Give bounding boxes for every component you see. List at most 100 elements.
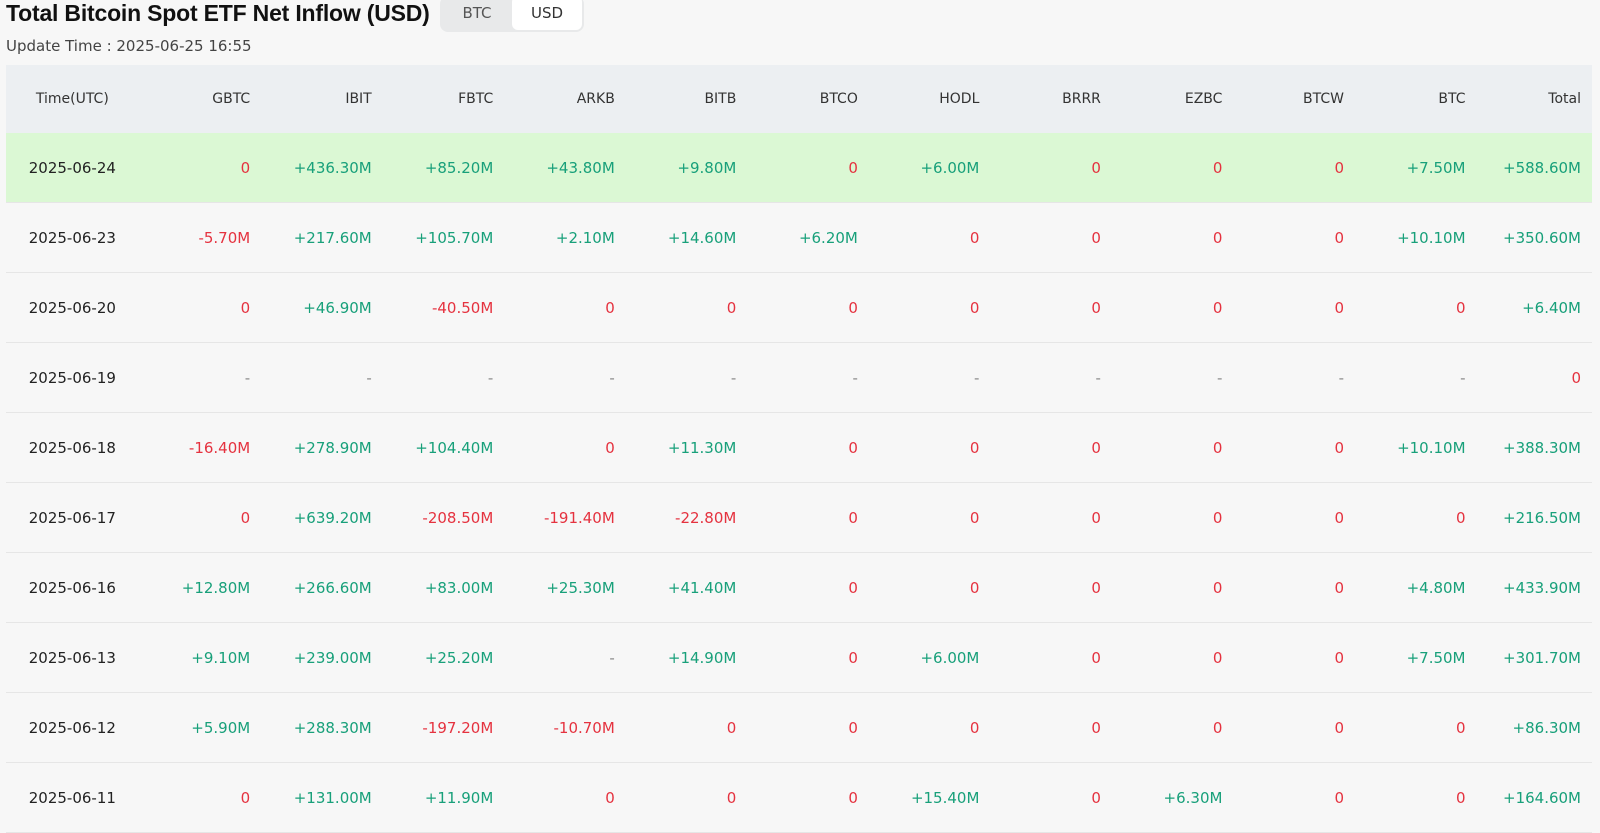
flow-cell-ezbc: +6.30M xyxy=(1111,762,1234,833)
date-cell: 2025-06-18 xyxy=(6,412,139,483)
flow-cell-btcw: 0 xyxy=(1233,552,1355,623)
flow-cell-btcw: 0 xyxy=(1233,272,1355,343)
flow-cell-arkb: +25.30M xyxy=(504,552,626,623)
flow-cell-hodl: 0 xyxy=(868,692,991,763)
flow-cell-ibit: +288.30M xyxy=(261,692,383,763)
flow-cell-btc: +10.10M xyxy=(1354,202,1477,273)
toggle-btc-button[interactable]: BTC xyxy=(462,4,492,22)
flow-cell-brrr: 0 xyxy=(990,622,1112,693)
table-body: 2025-06-24 0 +436.30M +85.20M +43.80M +9.80M 0… xyxy=(6,133,1592,833)
flow-cell-bitb: +11.30M xyxy=(625,412,748,483)
flow-cell-brrr: 0 xyxy=(990,762,1112,833)
page-title: Total Bitcoin Spot ETF Net Inflow (USD) xyxy=(6,0,430,26)
table-header-row: Time(UTC) GBTC IBIT FBTC ARKB BITB BTCO HODL BRR… xyxy=(6,65,1592,133)
flow-cell-fbtc: +11.90M xyxy=(382,762,505,833)
flow-cell-btcw: 0 xyxy=(1233,202,1355,273)
flow-cell-ezbc: 0 xyxy=(1111,692,1234,763)
column-header-btc: BTC xyxy=(1354,65,1477,133)
flow-cell-arkb: -10.70M xyxy=(504,692,626,763)
column-header-ibit: IBIT xyxy=(261,65,383,133)
flow-cell-arkb: - xyxy=(504,342,626,413)
flow-cell-gbtc: -16.40M xyxy=(138,412,262,483)
flow-cell-btcw: 0 xyxy=(1233,762,1355,833)
flow-cell-btcw: 0 xyxy=(1233,133,1355,203)
table-row: 2025-06-18 -16.40M +278.90M +104.40M 0 +11.30… xyxy=(6,412,1592,483)
date-cell: 2025-06-23 xyxy=(6,202,139,273)
flow-cell-btc: 0 xyxy=(1354,692,1477,763)
flow-cell-btco: 0 xyxy=(747,412,869,483)
flow-cell-total: +6.40M xyxy=(1476,272,1592,343)
flow-cell-btco: +6.20M xyxy=(747,202,869,273)
flow-cell-ezbc: - xyxy=(1111,342,1234,413)
flow-cell-arkb: -191.40M xyxy=(504,482,626,553)
flow-cell-gbtc: 0 xyxy=(138,133,262,203)
flow-cell-fbtc: -40.50M xyxy=(382,272,505,343)
flow-cell-bitb: 0 xyxy=(625,762,748,833)
flow-cell-btco: 0 xyxy=(747,692,869,763)
flow-cell-bitb: 0 xyxy=(625,692,748,763)
table-row: 2025-06-17 0 +639.20M -208.50M -191.40M -22.8… xyxy=(6,482,1592,553)
flow-cell-gbtc: +9.10M xyxy=(138,622,262,693)
flow-cell-fbtc: +25.20M xyxy=(382,622,505,693)
date-cell: 2025-06-12 xyxy=(6,692,139,763)
flow-cell-ibit: +278.90M xyxy=(261,412,383,483)
flow-cell-btc: 0 xyxy=(1354,272,1477,343)
date-cell: 2025-06-16 xyxy=(6,552,139,623)
flow-cell-fbtc: -197.20M xyxy=(382,692,505,763)
flow-cell-hodl: 0 xyxy=(868,412,991,483)
date-cell: 2025-06-19 xyxy=(6,342,139,413)
flow-cell-btcw: 0 xyxy=(1233,412,1355,483)
flow-cell-ibit: +239.00M xyxy=(261,622,383,693)
flow-cell-fbtc: +85.20M xyxy=(382,133,505,203)
date-cell: 2025-06-20 xyxy=(6,272,139,343)
column-header-brrr: BRRR xyxy=(990,65,1112,133)
flow-cell-hodl: - xyxy=(868,342,991,413)
flow-cell-total: +350.60M xyxy=(1476,202,1592,273)
flow-cell-bitb: 0 xyxy=(625,272,748,343)
column-header-ezbc: EZBC xyxy=(1111,65,1234,133)
flow-cell-btc: +4.80M xyxy=(1354,552,1477,623)
flow-cell-total: +164.60M xyxy=(1476,762,1592,833)
table-row: 2025-06-12 +5.90M +288.30M -197.20M -10.70M 0… xyxy=(6,692,1592,763)
flow-cell-btco: 0 xyxy=(747,762,869,833)
flow-cell-total: +301.70M xyxy=(1476,622,1592,693)
column-header-btco: BTCO xyxy=(747,65,869,133)
flow-cell-bitb: +14.90M xyxy=(625,622,748,693)
flow-cell-hodl: 0 xyxy=(868,272,991,343)
flow-cell-btco: 0 xyxy=(747,133,869,203)
update-time: Update Time : 2025-06-25 16:55 xyxy=(6,37,252,55)
flow-cell-brrr: 0 xyxy=(990,133,1112,203)
flow-cell-bitb: - xyxy=(625,342,748,413)
flow-cell-btc: 0 xyxy=(1354,762,1477,833)
flow-cell-btc: 0 xyxy=(1354,482,1477,553)
flow-cell-total: +433.90M xyxy=(1476,552,1592,623)
column-header-total: Total xyxy=(1476,65,1592,133)
flow-cell-fbtc: +105.70M xyxy=(382,202,505,273)
flow-cell-fbtc: +83.00M xyxy=(382,552,505,623)
date-cell: 2025-06-11 xyxy=(6,762,139,833)
flow-cell-gbtc: -5.70M xyxy=(138,202,262,273)
flow-cell-bitb: +14.60M xyxy=(625,202,748,273)
column-header-bitb: BITB xyxy=(625,65,748,133)
flow-cell-ezbc: 0 xyxy=(1111,482,1234,553)
flow-cell-bitb: +41.40M xyxy=(625,552,748,623)
flow-cell-fbtc: -208.50M xyxy=(382,482,505,553)
flow-cell-ezbc: 0 xyxy=(1111,552,1234,623)
flow-cell-bitb: -22.80M xyxy=(625,482,748,553)
flow-cell-gbtc: - xyxy=(138,342,262,413)
flow-cell-brrr: - xyxy=(990,342,1112,413)
column-header-btcw: BTCW xyxy=(1233,65,1355,133)
table-header: Time(UTC) GBTC IBIT FBTC ARKB BITB BTCO HODL BRR… xyxy=(6,65,1592,133)
column-header-gbtc: GBTC xyxy=(138,65,262,133)
date-cell: 2025-06-13 xyxy=(6,622,139,693)
flow-cell-btco: 0 xyxy=(747,482,869,553)
toggle-usd-button[interactable]: USD xyxy=(512,0,582,30)
flow-cell-gbtc: 0 xyxy=(138,762,262,833)
flow-cell-ibit: +217.60M xyxy=(261,202,383,273)
flow-cell-total: +216.50M xyxy=(1476,482,1592,553)
flow-cell-ibit: +131.00M xyxy=(261,762,383,833)
flow-cell-btco: 0 xyxy=(747,552,869,623)
flow-cell-gbtc: +5.90M xyxy=(138,692,262,763)
column-header-hodl: HODL xyxy=(868,65,991,133)
flow-cell-ibit: +46.90M xyxy=(261,272,383,343)
